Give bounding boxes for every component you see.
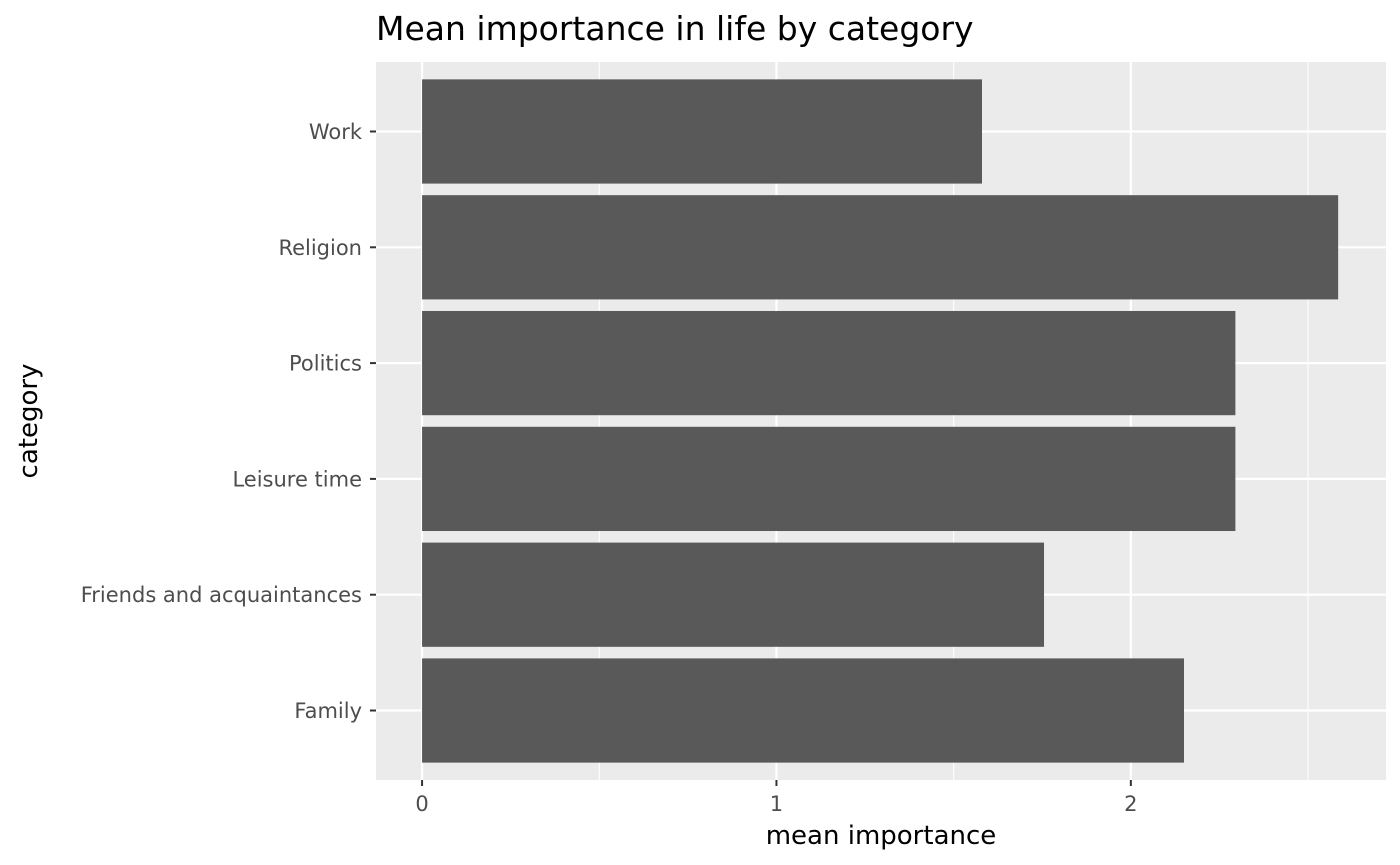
bar	[422, 426, 1236, 532]
y-tick-label: Work	[309, 120, 363, 144]
bars	[422, 79, 1339, 763]
bar	[422, 658, 1184, 763]
y-axis: Family Friends and acquaintances Leisure t…	[81, 120, 376, 723]
bar	[422, 542, 1045, 647]
bar	[422, 79, 982, 184]
y-tick-label: Friends and acquaintances	[81, 583, 362, 607]
x-tick-label: 1	[770, 792, 783, 816]
x-axis: 0 1 2	[415, 780, 1138, 816]
y-tick-label: Family	[294, 699, 362, 723]
chart-title: Mean importance in life by category	[376, 9, 974, 48]
y-tick-label: Religion	[278, 236, 362, 260]
bar	[422, 310, 1236, 416]
x-tick-label: 2	[1124, 792, 1137, 816]
x-axis-title: mean importance	[766, 821, 997, 851]
y-axis-title: category	[14, 364, 44, 479]
y-tick-label: Politics	[289, 352, 362, 376]
y-tick-label: Leisure time	[232, 467, 362, 491]
bar	[422, 195, 1339, 300]
x-tick-label: 0	[415, 792, 428, 816]
